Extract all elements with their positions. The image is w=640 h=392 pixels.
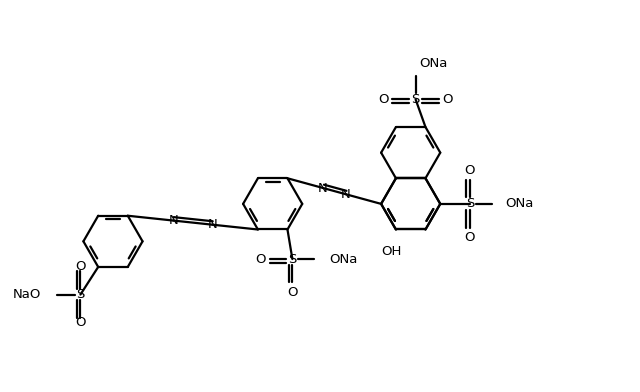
Text: O: O	[378, 93, 389, 106]
Text: N: N	[318, 181, 328, 194]
Text: O: O	[465, 164, 475, 177]
Text: ONa: ONa	[506, 198, 534, 211]
Text: O: O	[287, 286, 298, 299]
Text: NaO: NaO	[13, 288, 41, 301]
Text: S: S	[466, 198, 474, 211]
Text: S: S	[76, 288, 84, 301]
Text: O: O	[75, 260, 86, 274]
Text: S: S	[412, 93, 420, 106]
Text: ONa: ONa	[420, 57, 448, 70]
Text: OH: OH	[381, 245, 401, 258]
Text: O: O	[255, 252, 266, 265]
Text: N: N	[340, 188, 351, 201]
Text: N: N	[207, 218, 217, 231]
Text: O: O	[75, 316, 86, 328]
Text: S: S	[288, 252, 296, 265]
Text: N: N	[168, 214, 178, 227]
Text: O: O	[465, 230, 475, 243]
Text: ONa: ONa	[329, 252, 357, 265]
Text: O: O	[442, 93, 452, 106]
